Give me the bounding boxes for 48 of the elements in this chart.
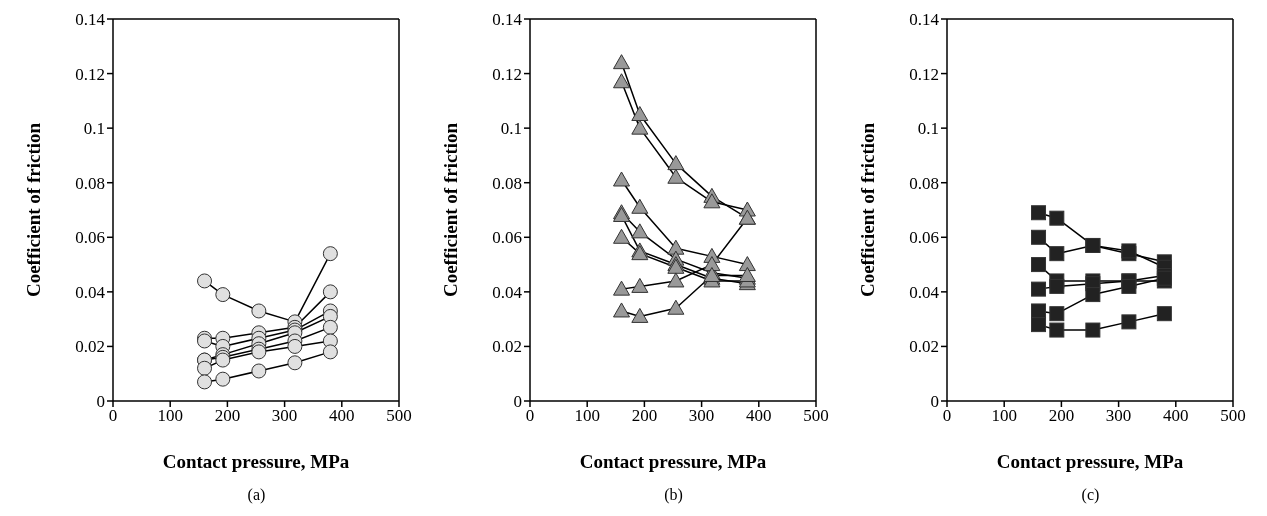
x-tick-label: 500 — [803, 406, 829, 426]
x-tick-label: 100 — [157, 406, 183, 426]
x-tick-label: 200 — [631, 406, 658, 426]
x-tick-label: 400 — [329, 406, 355, 426]
y-axis-title: Coefficient of friction — [22, 122, 44, 298]
x-tick-label: 200 — [214, 406, 241, 426]
y-axis-title: Coefficient of friction — [439, 122, 461, 298]
y-tick-label: 0.02 — [75, 337, 105, 357]
y-tick-label: 0 — [96, 392, 105, 412]
y-tick-label: 0 — [930, 392, 939, 412]
x-tick-label: 200 — [1048, 406, 1075, 426]
y-tick-label: 0 — [513, 392, 522, 412]
y-tick-label: 0.14 — [75, 10, 106, 30]
y-tick-label: 0.1 — [917, 119, 939, 139]
x-axis-title: Contact pressure, MPa — [579, 451, 767, 472]
text: (a) — [246, 486, 267, 504]
y-tick-label: 0.12 — [75, 64, 105, 84]
y-axis-title: Coefficient of friction — [856, 122, 878, 298]
y-tick-label: 0.1 — [83, 119, 105, 139]
x-axis-title: Contact pressure, MPa — [162, 451, 350, 472]
y-tick-label: 0.02 — [909, 337, 939, 357]
x-tick-label: 400 — [746, 406, 772, 426]
text: (c) — [1080, 486, 1101, 504]
y-tick-label: 0.06 — [909, 228, 939, 248]
y-tick-label: 0.02 — [492, 337, 522, 357]
y-tick-label: 0.08 — [492, 173, 522, 193]
y-tick-label: 0.12 — [492, 64, 522, 84]
x-tick-label: 300 — [688, 406, 715, 426]
y-tick-label: 0.08 — [75, 173, 105, 193]
x-tick-label: 300 — [271, 406, 298, 426]
x-tick-label: 300 — [1105, 406, 1132, 426]
x-tick-label: 100 — [991, 406, 1017, 426]
x-tick-label: 500 — [386, 406, 412, 426]
y-tick-label: 0.04 — [492, 282, 523, 302]
x-axis-title: Contact pressure, MPa — [996, 451, 1184, 472]
x-tick-label: 500 — [1220, 406, 1246, 426]
text: (b) — [663, 486, 684, 504]
y-tick-label: 0.04 — [909, 282, 940, 302]
y-tick-label: 0.06 — [492, 228, 522, 248]
y-tick-label: 0.14 — [909, 10, 940, 30]
y-tick-label: 0.1 — [500, 119, 522, 139]
y-tick-label: 0.04 — [75, 282, 106, 302]
y-tick-label: 0.14 — [492, 10, 523, 30]
x-tick-label: 400 — [1163, 406, 1189, 426]
y-tick-label: 0.12 — [909, 64, 939, 84]
x-tick-label: 100 — [574, 406, 600, 426]
y-tick-label: 0.06 — [75, 228, 105, 248]
y-tick-label: 0.08 — [909, 173, 939, 193]
